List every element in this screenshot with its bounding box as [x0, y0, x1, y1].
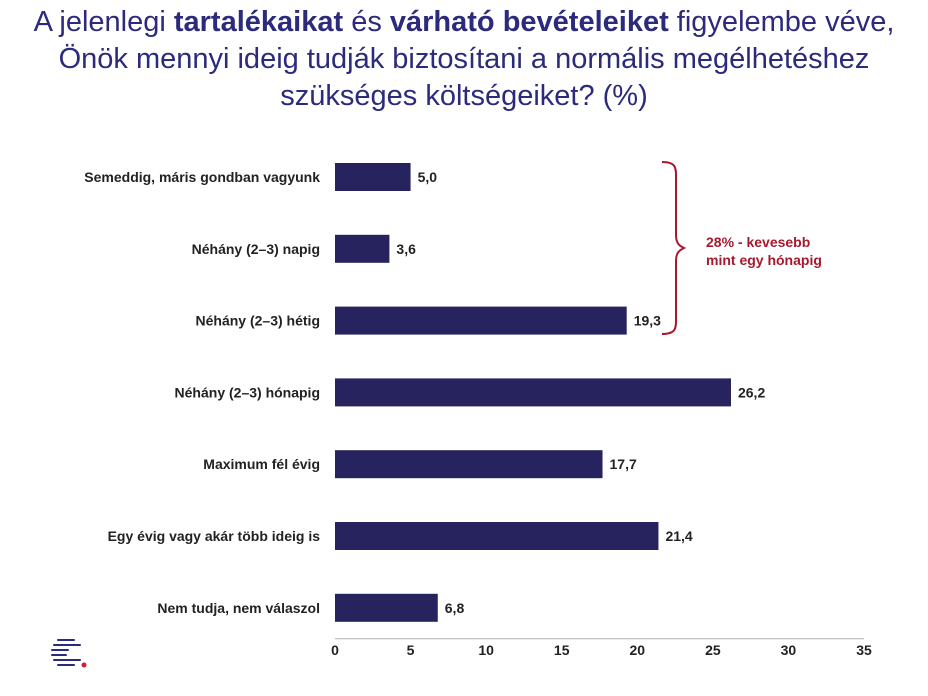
bars	[335, 163, 731, 622]
value-label: 19,3	[634, 313, 661, 329]
title-part-3: figyelembe véve, Önök mennyi ideig tudjá…	[58, 6, 895, 112]
x-tick-label: 10	[478, 642, 494, 658]
annotation-bracket	[661, 161, 687, 335]
x-tick-label: 20	[629, 642, 645, 658]
category-label: Semeddig, máris gondban vagyunk	[84, 169, 320, 185]
bar	[335, 450, 603, 479]
category-label: Néhány (2–3) napig	[192, 241, 320, 257]
category-label: Nem tudja, nem válaszol	[157, 600, 320, 616]
bar	[335, 234, 390, 263]
x-tick-label: 35	[856, 642, 872, 658]
bar	[335, 163, 411, 191]
chart-title: A jelenlegi tartalékaikat és várható bev…	[20, 4, 908, 115]
category-label: Néhány (2–3) hónapig	[175, 384, 320, 400]
value-label: 21,4	[665, 528, 692, 544]
x-tick-label: 0	[331, 642, 339, 658]
title-bold-1: tartalékaikat	[173, 6, 344, 38]
category-label: Néhány (2–3) hétig	[196, 313, 320, 329]
value-labels: 5,0 3,6 19,3 26,2 17,7 21,4 6,8	[396, 169, 765, 616]
title-part-1: A jelenlegi	[33, 6, 174, 38]
value-label: 5,0	[418, 169, 438, 185]
bar	[335, 306, 627, 335]
value-label: 26,2	[738, 384, 765, 400]
title-bold-2: várható bevételeiket	[389, 6, 669, 38]
x-tick-label: 25	[705, 642, 721, 658]
bar	[335, 522, 659, 550]
value-label: 3,6	[396, 241, 416, 257]
category-label: Egy évig vagy akár több ideig is	[108, 528, 321, 544]
title-part-2: és	[343, 6, 390, 38]
x-tick-label: 5	[407, 642, 415, 658]
annotation-line-2: mint egy hónapig	[706, 252, 822, 268]
annotation-line-1: 28% - kevesebb	[706, 234, 810, 250]
bar	[335, 378, 731, 407]
category-labels: Semeddig, máris gondban vagyunk Néhány (2…	[84, 169, 320, 616]
x-tick-label: 15	[554, 642, 570, 658]
company-logo-icon	[51, 639, 87, 668]
bar	[335, 593, 438, 622]
category-label: Maximum fél évig	[203, 456, 320, 472]
x-tick-label: 30	[781, 642, 797, 658]
x-axis-ticks: 0 5 10 15 20 25 30 35	[331, 642, 872, 658]
value-label: 17,7	[610, 456, 637, 472]
value-label: 6,8	[445, 600, 465, 616]
